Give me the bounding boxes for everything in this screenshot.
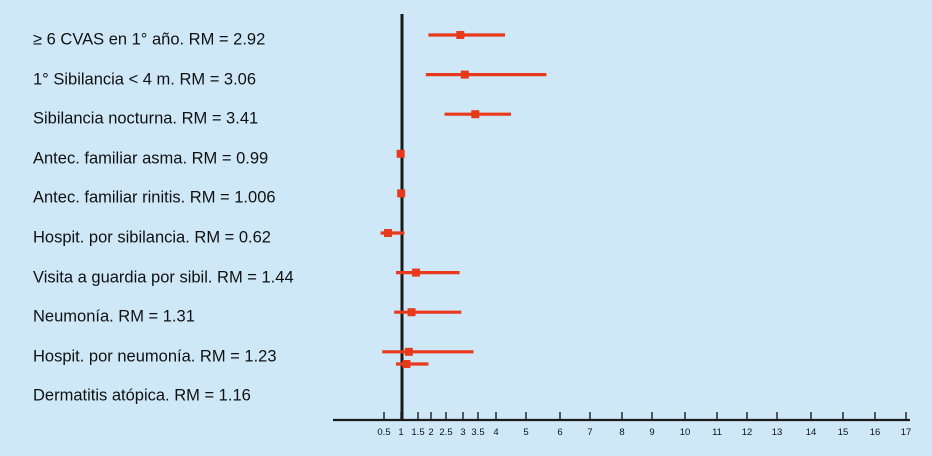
row-label: Sibilancia nocturna. RM = 3.41 (33, 109, 259, 128)
x-tick-label: 13 (772, 427, 783, 438)
row-label: Visita a guardia por sibil. RM = 1.44 (33, 268, 294, 287)
x-tick-label: 15 (838, 427, 849, 438)
x-tick-label: 12 (742, 427, 753, 438)
x-tick-label: 8 (619, 427, 624, 438)
estimate-marker (397, 189, 406, 198)
estimate-marker (404, 347, 413, 356)
estimate-marker (471, 110, 480, 119)
x-tick-label: 5 (523, 427, 528, 438)
row-label: 1° Sibilancia < 4 m. RM = 3.06 (33, 70, 257, 89)
estimate-marker (460, 70, 469, 79)
x-tick-label: 17 (901, 427, 912, 438)
estimate-marker (411, 268, 420, 277)
x-tick-label: 3 (460, 427, 465, 438)
x-tick-label: 2.5 (439, 427, 452, 438)
row-label: Hospit. por sibilancia. RM = 0.62 (33, 228, 271, 247)
estimate-marker (384, 229, 393, 237)
x-tick-label: 7 (587, 427, 592, 438)
x-tick-label: 0.5 (377, 427, 390, 438)
row-label: ≥ 6 CVAS en 1° año. RM = 2.92 (33, 30, 266, 49)
x-tick-label: 1.5 (411, 427, 424, 438)
x-tick-label: 16 (870, 427, 881, 438)
x-tick-label: 10 (680, 427, 691, 438)
x-tick-label: 2 (428, 427, 433, 438)
estimate-marker (456, 31, 465, 39)
x-tick-label: 6 (557, 427, 562, 438)
x-tick-label: 9 (649, 427, 654, 438)
row-label: Antec. familiar rinitis. RM = 1.006 (33, 188, 276, 207)
estimate-marker (396, 149, 405, 158)
row-label: Antec. familiar asma. RM = 0.99 (33, 149, 269, 168)
row-label: Dermatitis atópica. RM = 1.16 (33, 386, 251, 405)
row-label: Neumonía. RM = 1.31 (33, 307, 195, 326)
x-tick-label: 11 (712, 427, 722, 438)
row-label: Hospit. por neumonía. RM = 1.23 (33, 347, 277, 366)
x-tick-label: 14 (806, 427, 817, 438)
row-labels: ≥ 6 CVAS en 1° año. RM = 2.92 1° Sibilanc… (0, 0, 340, 456)
estimate-marker (402, 360, 411, 368)
x-tick-label: 3.5 (471, 427, 484, 438)
x-tick-label: 4 (493, 427, 498, 438)
estimate-marker (407, 308, 416, 317)
x-tick-label: 1 (398, 427, 403, 438)
